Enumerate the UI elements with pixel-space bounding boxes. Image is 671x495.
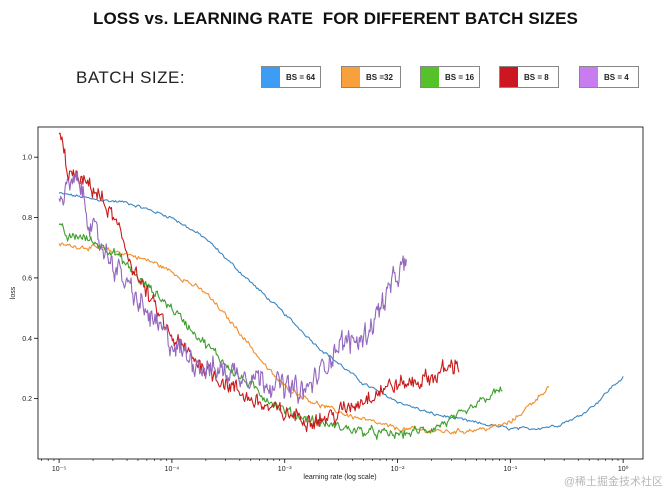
legend-swatch-bs-32 — [342, 67, 360, 87]
legend-heading: BATCH SIZE: — [76, 68, 186, 87]
legend-label-bs-16: BS = 16 — [445, 72, 475, 82]
tick-layer: 10⁻⁵ 10⁻⁴ 10⁻³ 10⁻² 10⁻¹ 10⁰ 0.2 0.4 0.6 0.8 1.0 — [22, 155, 628, 473]
y-tick-label: 0.6 — [22, 275, 32, 282]
series-line-bs-64 — [58, 191, 624, 431]
legend-item-bs-4: BS = 4 — [579, 66, 639, 88]
y-axis-label: loss — [10, 286, 17, 299]
legend-item-bs-32: BS =32 — [341, 66, 401, 88]
legend-label-bs-4: BS = 4 — [604, 72, 629, 82]
y-tick-label: 1.0 — [22, 155, 32, 162]
y-tick-label: 0.4 — [22, 336, 32, 343]
legend-label-bs-8: BS = 8 — [524, 72, 549, 82]
x-tick-label: 10⁻⁴ — [165, 466, 180, 473]
legend-item-bs-64: BS = 64 — [261, 66, 321, 88]
x-axis-label: learning rate (log scale) — [303, 474, 376, 481]
series-line-bs-32 — [58, 242, 550, 435]
x-tick-label: 10⁻² — [391, 466, 405, 473]
legend-swatch-bs-4 — [580, 67, 598, 87]
x-tick-label: 10⁻⁵ — [52, 466, 66, 473]
x-tick-label: 10⁻¹ — [503, 466, 517, 473]
legend-item-bs-16: BS = 16 — [420, 66, 480, 88]
series-line-bs-4 — [58, 170, 408, 404]
legend-swatch-bs-64 — [262, 67, 280, 87]
legend-swatch-bs-8 — [500, 67, 518, 87]
figure-title: LOSS vs. LEARNING RATE FOR DIFFERENT BAT… — [92, 9, 579, 28]
x-tick-label: 10⁻³ — [278, 466, 292, 473]
y-tick-label: 0.2 — [22, 396, 32, 403]
series-line-bs-8 — [58, 132, 460, 433]
legend-label-bs-32: BS =32 — [366, 72, 393, 82]
legend-swatch-bs-16 — [421, 67, 439, 87]
legend-label-bs-64: BS = 64 — [286, 72, 316, 82]
legend-item-bs-8: BS = 8 — [499, 66, 559, 88]
y-tick-label: 0.8 — [22, 215, 32, 222]
x-tick-label: 10⁰ — [618, 465, 629, 473]
plot-area-frame — [37, 126, 644, 460]
series-layer — [58, 132, 624, 440]
watermark: @稀土掘金技术社区 — [563, 476, 663, 488]
